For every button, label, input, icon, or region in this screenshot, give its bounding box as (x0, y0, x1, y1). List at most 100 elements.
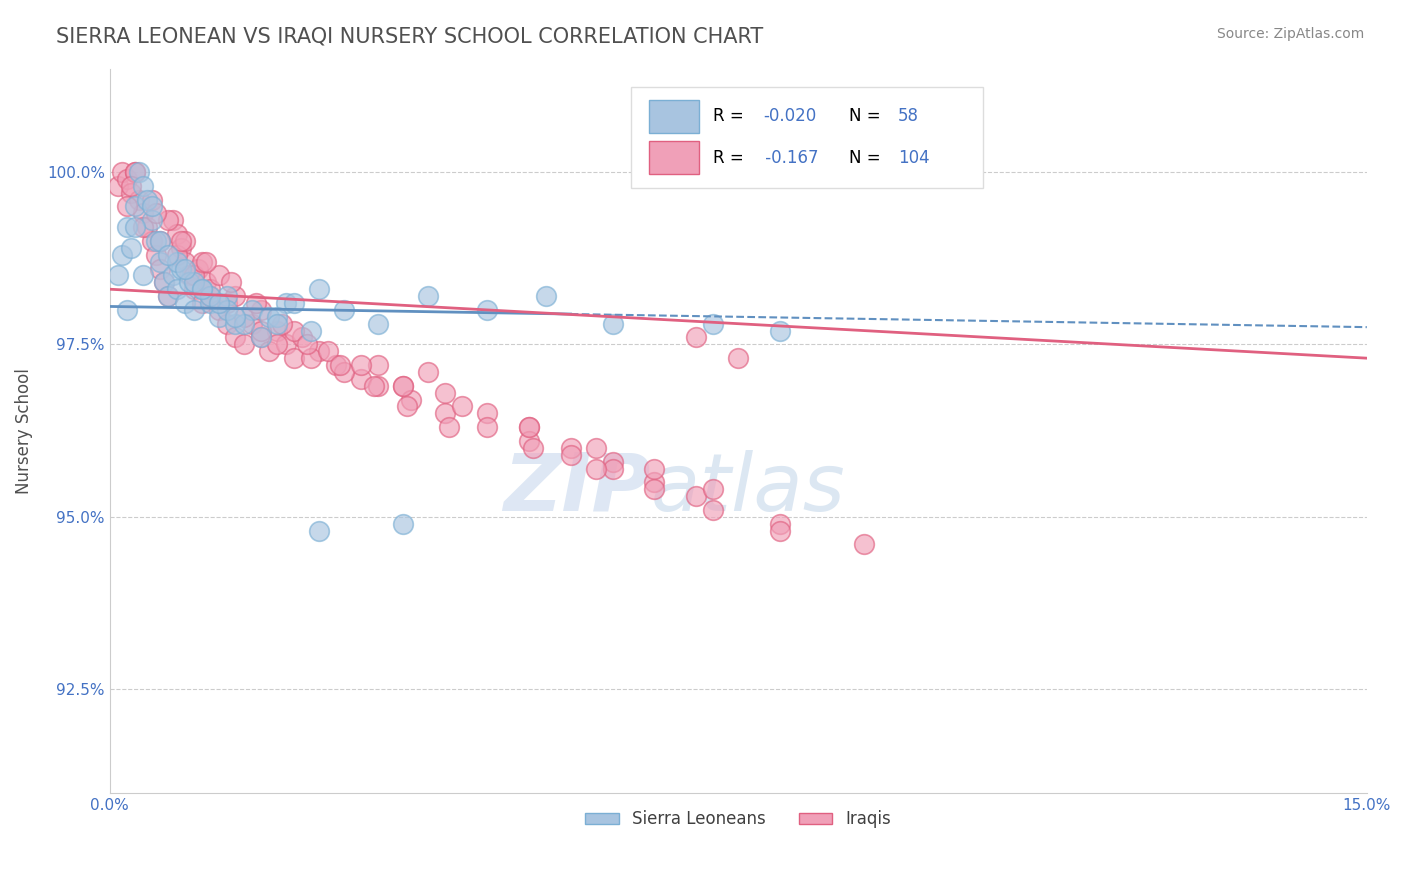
Point (153, 275, 176, 289)
Point (392, 378, 415, 392)
Point (245, 296, 267, 310)
Point (120, 186, 142, 200)
Point (585, 441, 607, 455)
Point (350, 358, 373, 372)
Point (120, 178, 142, 193)
Point (208, 296, 231, 310)
Point (217, 296, 239, 310)
Point (200, 296, 222, 310)
Point (166, 227, 188, 241)
Point (333, 302, 356, 317)
Point (224, 330, 246, 344)
Point (367, 317, 389, 331)
Point (107, 268, 129, 283)
Text: SIERRA LEONEAN VS IRAQI NURSERY SCHOOL CORRELATION CHART: SIERRA LEONEAN VS IRAQI NURSERY SCHOOL C… (56, 27, 763, 46)
Point (111, 248, 134, 262)
Point (166, 248, 188, 262)
Point (249, 324, 271, 338)
Text: 58: 58 (898, 107, 920, 125)
Point (274, 337, 297, 351)
Point (132, 220, 155, 235)
Point (208, 302, 231, 317)
Point (124, 199, 146, 213)
Point (141, 193, 163, 207)
Point (283, 296, 305, 310)
Point (149, 234, 172, 248)
Text: N =: N = (849, 107, 886, 125)
Point (141, 199, 163, 213)
Point (585, 461, 607, 475)
Point (249, 330, 271, 344)
Point (283, 351, 305, 366)
Point (136, 193, 159, 207)
Point (174, 296, 197, 310)
Text: Source: ZipAtlas.com: Source: ZipAtlas.com (1216, 27, 1364, 41)
Point (107, 178, 129, 193)
Point (141, 234, 163, 248)
Point (392, 516, 415, 531)
Point (257, 344, 280, 359)
Point (602, 461, 624, 475)
Point (560, 448, 582, 462)
Point (174, 261, 197, 276)
Point (179, 275, 201, 289)
Point (240, 302, 263, 317)
Point (145, 206, 167, 220)
Point (183, 282, 205, 296)
Point (685, 489, 707, 503)
Point (191, 282, 214, 296)
Text: atlas: atlas (651, 450, 845, 527)
Point (308, 344, 330, 359)
Point (128, 165, 150, 179)
Point (191, 296, 214, 310)
Point (128, 193, 150, 207)
Point (162, 268, 184, 283)
Point (266, 317, 288, 331)
Text: -0.167: -0.167 (759, 149, 818, 167)
Point (249, 330, 271, 344)
Point (124, 165, 146, 179)
Point (200, 289, 222, 303)
Point (418, 289, 440, 303)
Point (157, 289, 180, 303)
Point (270, 317, 292, 331)
Point (475, 420, 498, 434)
Point (702, 503, 724, 517)
Point (240, 317, 263, 331)
Point (299, 351, 322, 366)
Point (136, 220, 159, 235)
Point (170, 241, 193, 255)
Point (183, 302, 205, 317)
Point (475, 302, 498, 317)
Y-axis label: Nursery School: Nursery School (15, 368, 32, 493)
Point (200, 282, 222, 296)
Point (433, 385, 456, 400)
Point (200, 289, 222, 303)
Point (145, 248, 167, 262)
Text: ZIP: ZIP (503, 450, 651, 527)
Point (274, 296, 297, 310)
Point (475, 406, 498, 420)
Text: R =: R = (713, 107, 749, 125)
FancyBboxPatch shape (650, 141, 699, 174)
Point (115, 199, 138, 213)
Point (769, 324, 792, 338)
Point (517, 420, 540, 434)
Point (433, 406, 456, 420)
Point (115, 172, 138, 186)
Point (208, 310, 231, 324)
Text: R =: R = (713, 149, 749, 167)
Point (299, 324, 322, 338)
Point (367, 358, 389, 372)
Point (217, 289, 239, 303)
Point (111, 165, 134, 179)
Point (266, 310, 288, 324)
Point (166, 254, 188, 268)
Point (517, 420, 540, 434)
Point (643, 482, 665, 496)
Point (224, 310, 246, 324)
Text: 104: 104 (898, 149, 929, 167)
Point (153, 275, 176, 289)
Point (191, 254, 214, 268)
Point (141, 213, 163, 227)
